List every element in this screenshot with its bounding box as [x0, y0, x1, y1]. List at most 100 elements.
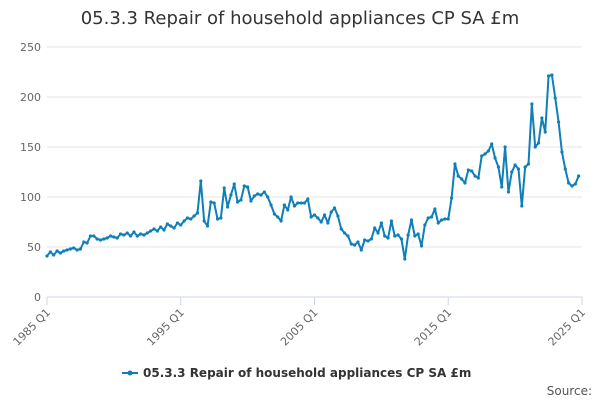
data-point[interactable]: [179, 223, 183, 227]
data-point[interactable]: [373, 226, 377, 230]
data-point[interactable]: [456, 174, 460, 178]
data-point[interactable]: [510, 170, 514, 174]
data-point[interactable]: [546, 74, 551, 78]
data-point[interactable]: [232, 182, 236, 186]
data-point[interactable]: [316, 216, 320, 220]
data-point[interactable]: [266, 195, 270, 199]
data-point[interactable]: [480, 154, 484, 158]
data-point[interactable]: [560, 150, 564, 154]
data-point[interactable]: [175, 221, 180, 225]
data-point[interactable]: [476, 176, 480, 180]
data-point[interactable]: [306, 197, 310, 201]
data-point[interactable]: [322, 213, 327, 217]
data-point[interactable]: [553, 96, 557, 100]
data-point[interactable]: [393, 234, 397, 238]
data-point[interactable]: [62, 249, 66, 253]
data-point[interactable]: [339, 227, 343, 231]
data-point[interactable]: [135, 234, 139, 238]
data-point[interactable]: [396, 233, 400, 237]
data-point[interactable]: [252, 194, 256, 198]
data-point[interactable]: [536, 141, 541, 145]
data-point[interactable]: [326, 221, 330, 225]
data-point[interactable]: [279, 219, 283, 223]
data-point[interactable]: [102, 237, 106, 241]
data-point[interactable]: [399, 237, 404, 241]
data-point[interactable]: [112, 235, 116, 239]
data-point[interactable]: [490, 142, 494, 146]
data-point[interactable]: [286, 208, 290, 212]
data-point[interactable]: [169, 224, 173, 228]
data-point[interactable]: [353, 243, 357, 247]
data-point[interactable]: [72, 246, 76, 250]
data-point[interactable]: [332, 206, 337, 210]
data-point[interactable]: [460, 177, 464, 181]
data-point[interactable]: [556, 120, 561, 124]
data-point[interactable]: [58, 251, 62, 255]
data-point[interactable]: [155, 229, 159, 233]
data-point[interactable]: [530, 102, 534, 106]
data-point[interactable]: [543, 130, 547, 134]
data-point[interactable]: [165, 222, 169, 226]
data-point[interactable]: [443, 217, 447, 221]
data-point[interactable]: [359, 248, 363, 252]
data-point[interactable]: [506, 190, 511, 194]
data-point[interactable]: [78, 247, 83, 251]
data-point[interactable]: [269, 203, 273, 207]
data-point[interactable]: [413, 234, 417, 238]
data-point[interactable]: [403, 257, 407, 261]
data-point[interactable]: [470, 169, 474, 173]
data-point[interactable]: [125, 231, 129, 235]
data-point[interactable]: [259, 193, 263, 197]
data-point[interactable]: [513, 163, 517, 167]
data-point[interactable]: [182, 219, 186, 223]
data-point[interactable]: [202, 219, 206, 223]
data-point[interactable]: [570, 184, 574, 188]
legend-label[interactable]: 05.3.3 Repair of household appliances CP…: [143, 366, 471, 380]
data-point[interactable]: [92, 234, 96, 238]
data-point[interactable]: [289, 195, 293, 199]
data-point[interactable]: [550, 73, 554, 77]
data-point[interactable]: [75, 248, 79, 252]
data-point[interactable]: [346, 234, 350, 238]
data-point[interactable]: [52, 253, 56, 257]
data-point[interactable]: [65, 248, 69, 252]
data-point[interactable]: [493, 156, 497, 160]
data-point[interactable]: [55, 249, 59, 253]
data-point[interactable]: [262, 190, 266, 194]
data-point[interactable]: [500, 185, 504, 189]
data-point[interactable]: [366, 239, 370, 243]
data-point[interactable]: [122, 233, 126, 237]
data-point[interactable]: [118, 232, 123, 236]
data-point[interactable]: [369, 237, 373, 241]
data-point[interactable]: [319, 220, 323, 224]
data-point[interactable]: [85, 241, 89, 245]
data-point[interactable]: [299, 201, 303, 205]
data-point[interactable]: [533, 145, 537, 149]
data-point[interactable]: [82, 240, 86, 244]
data-point[interactable]: [379, 221, 383, 225]
data-point[interactable]: [229, 193, 233, 197]
data-point[interactable]: [356, 240, 360, 244]
data-point[interactable]: [540, 116, 544, 120]
data-point[interactable]: [105, 236, 109, 240]
data-point[interactable]: [567, 181, 571, 185]
data-point[interactable]: [329, 210, 333, 214]
data-point[interactable]: [162, 228, 166, 232]
data-point[interactable]: [577, 174, 581, 178]
data-point[interactable]: [219, 216, 223, 220]
data-point[interactable]: [235, 200, 240, 204]
data-point[interactable]: [523, 165, 527, 169]
data-point[interactable]: [242, 184, 246, 188]
data-point[interactable]: [423, 223, 427, 227]
data-point[interactable]: [363, 238, 367, 242]
data-point[interactable]: [486, 149, 490, 153]
data-point[interactable]: [573, 182, 577, 186]
data-point[interactable]: [159, 225, 163, 229]
data-point[interactable]: [406, 233, 410, 237]
data-point[interactable]: [209, 200, 213, 204]
data-point[interactable]: [195, 211, 200, 215]
data-point[interactable]: [439, 218, 444, 222]
data-point[interactable]: [115, 236, 119, 240]
data-point[interactable]: [205, 224, 210, 228]
data-point[interactable]: [302, 201, 307, 205]
